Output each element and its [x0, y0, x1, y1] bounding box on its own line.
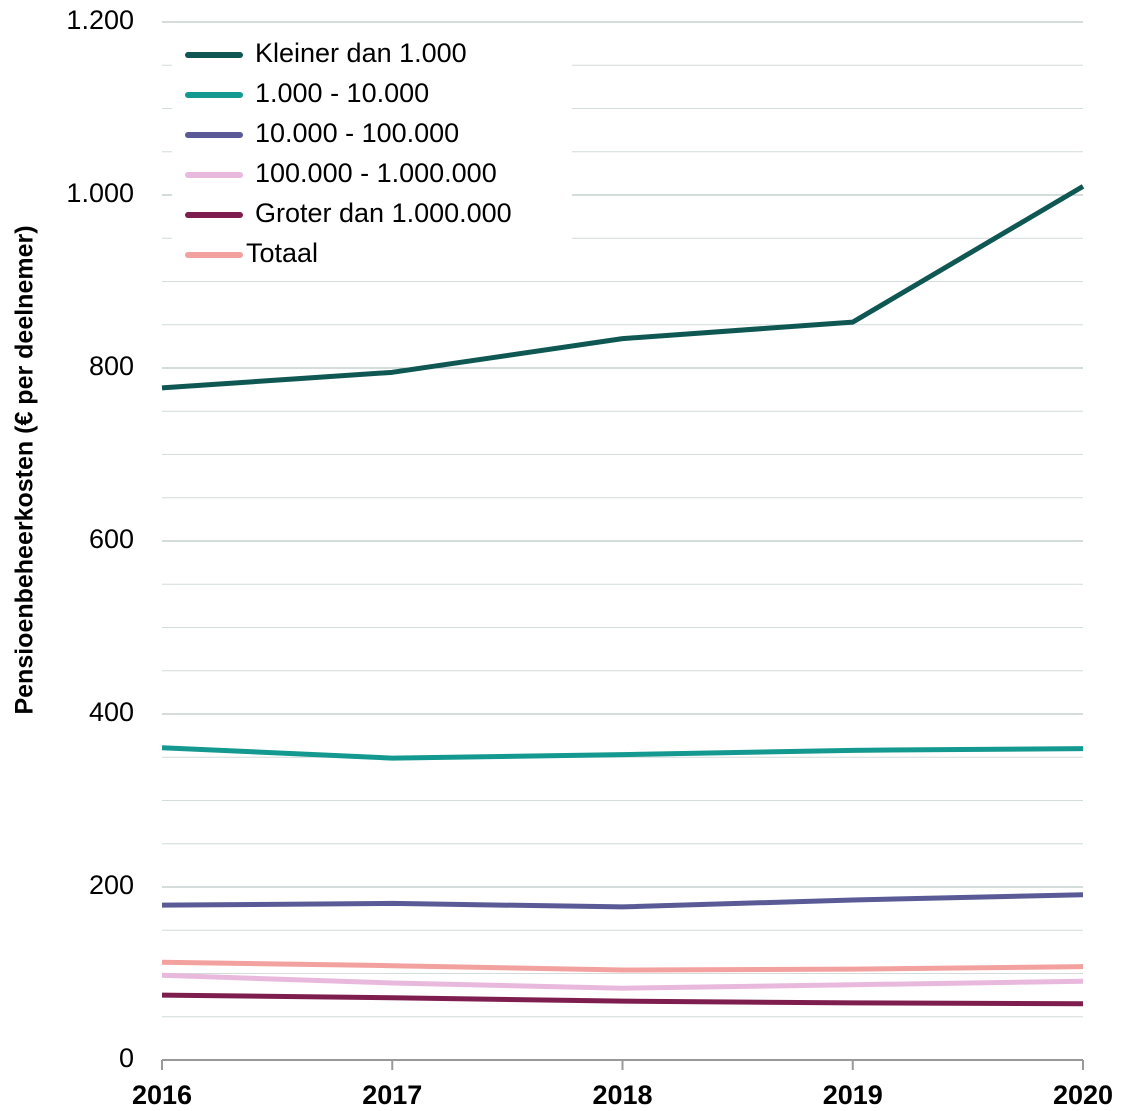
series-line: [161, 745, 1084, 761]
legend-box: [172, 36, 572, 272]
legend-label: Totaal: [246, 238, 318, 268]
x-tick-label: 2017: [362, 1080, 422, 1110]
legend-label: Kleiner dan 1.000: [255, 38, 467, 68]
legend-label: 1.000 - 10.000: [255, 78, 429, 108]
series-line: [161, 184, 1085, 391]
x-tick-label: 2019: [823, 1080, 883, 1110]
legend-label: Groter dan 1.000.000: [255, 198, 512, 228]
series-line: [161, 992, 1084, 1007]
y-axis-label: Pensioenbeheerkosten (€ per deelnemer): [11, 225, 39, 714]
series-line: [161, 892, 1084, 910]
series-line: [161, 959, 1084, 973]
y-tick-label: 400: [89, 697, 134, 727]
x-tick-label: 2016: [132, 1080, 192, 1110]
y-tick-label: 0: [119, 1043, 134, 1073]
x-tick-label: 2018: [592, 1080, 652, 1110]
y-tick-label: 1.200: [66, 5, 134, 35]
y-tick-label: 600: [89, 524, 134, 554]
legend-label: 100.000 - 1.000.000: [255, 158, 497, 188]
y-tick-label: 800: [89, 351, 134, 381]
y-tick-label: 1.000: [66, 178, 134, 208]
y-tick-label: 200: [89, 870, 134, 900]
x-tick-label: 2020: [1053, 1080, 1113, 1110]
series-line: [161, 972, 1084, 991]
legend-label: 10.000 - 100.000: [255, 118, 459, 148]
